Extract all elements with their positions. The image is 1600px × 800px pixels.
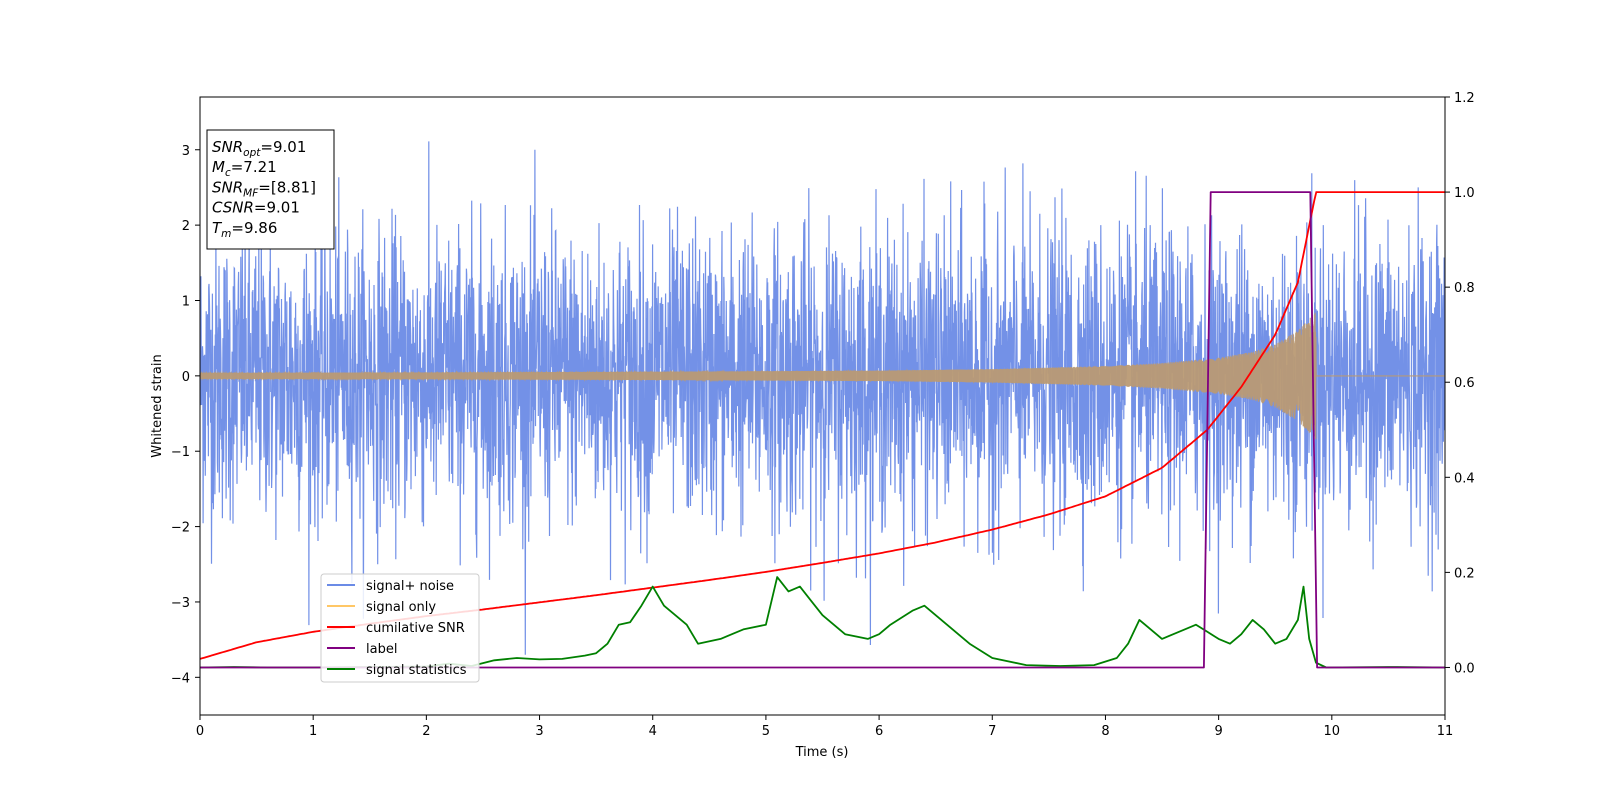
y-right-tick-label: 0.8 — [1454, 281, 1475, 296]
y-left-tick-label: 3 — [182, 144, 190, 159]
x-tick-label: 10 — [1324, 724, 1341, 739]
x-tick-label: 3 — [535, 724, 543, 739]
x-tick-label: 5 — [762, 724, 770, 739]
y-left-tick-label: −3 — [171, 596, 190, 611]
legend: signal+ noise signal only cumilative SNR la… — [320, 573, 480, 683]
legend-cumulative-snr: cumilative SNR — [366, 621, 465, 636]
x-tick-label: 1 — [309, 724, 317, 739]
x-tick-label: 8 — [1101, 724, 1109, 739]
x-tick-label: 2 — [422, 724, 430, 739]
y-axis-label: Whitened strain — [150, 354, 165, 457]
info-box-line: Tm=9.86 — [212, 219, 277, 240]
y-left-tick-label: 1 — [182, 294, 190, 309]
y-right-tick-label: 0.0 — [1454, 661, 1475, 676]
y-left-tick-label: 0 — [182, 370, 190, 385]
y-right-tick-label: 0.4 — [1454, 471, 1475, 486]
x-tick-label: 9 — [1214, 724, 1222, 739]
x-tick-label: 6 — [875, 724, 883, 739]
series-signal-only — [200, 312, 1445, 440]
y-right-tick-label: 1.2 — [1454, 91, 1475, 106]
x-tick-label: 4 — [649, 724, 657, 739]
series-signal-statistics — [200, 576, 1445, 669]
info-box-line: Mc=7.21 — [212, 158, 277, 179]
y-right-tick-label: 0.6 — [1454, 376, 1475, 391]
x-tick-label: 0 — [196, 724, 204, 739]
info-box-line: SNRopt=9.01 — [212, 138, 306, 159]
y-left-tick-label: −4 — [171, 671, 190, 686]
y-left-tick-label: −2 — [171, 521, 190, 536]
info-box-line: CSNR=9.01 — [212, 199, 300, 217]
x-tick-label: 11 — [1437, 724, 1454, 739]
legend-signal-noise: signal+ noise — [366, 579, 454, 594]
legend-signal-statistics: signal statistics — [366, 663, 467, 678]
info-box-line: SNRMF=[8.81] — [212, 178, 316, 199]
y-left-tick-label: 2 — [182, 219, 190, 234]
legend-label: label — [366, 642, 397, 657]
x-tick-label: 7 — [988, 724, 996, 739]
y-right-tick-label: 0.2 — [1454, 566, 1475, 581]
legend-signal-only: signal only — [366, 600, 436, 615]
series-label — [200, 191, 1445, 669]
y-right-tick-label: 1.0 — [1454, 186, 1475, 201]
y-left-tick-label: −1 — [171, 445, 190, 460]
plot-frame — [199, 96, 1446, 716]
x-axis-label: Time (s) — [795, 745, 849, 760]
